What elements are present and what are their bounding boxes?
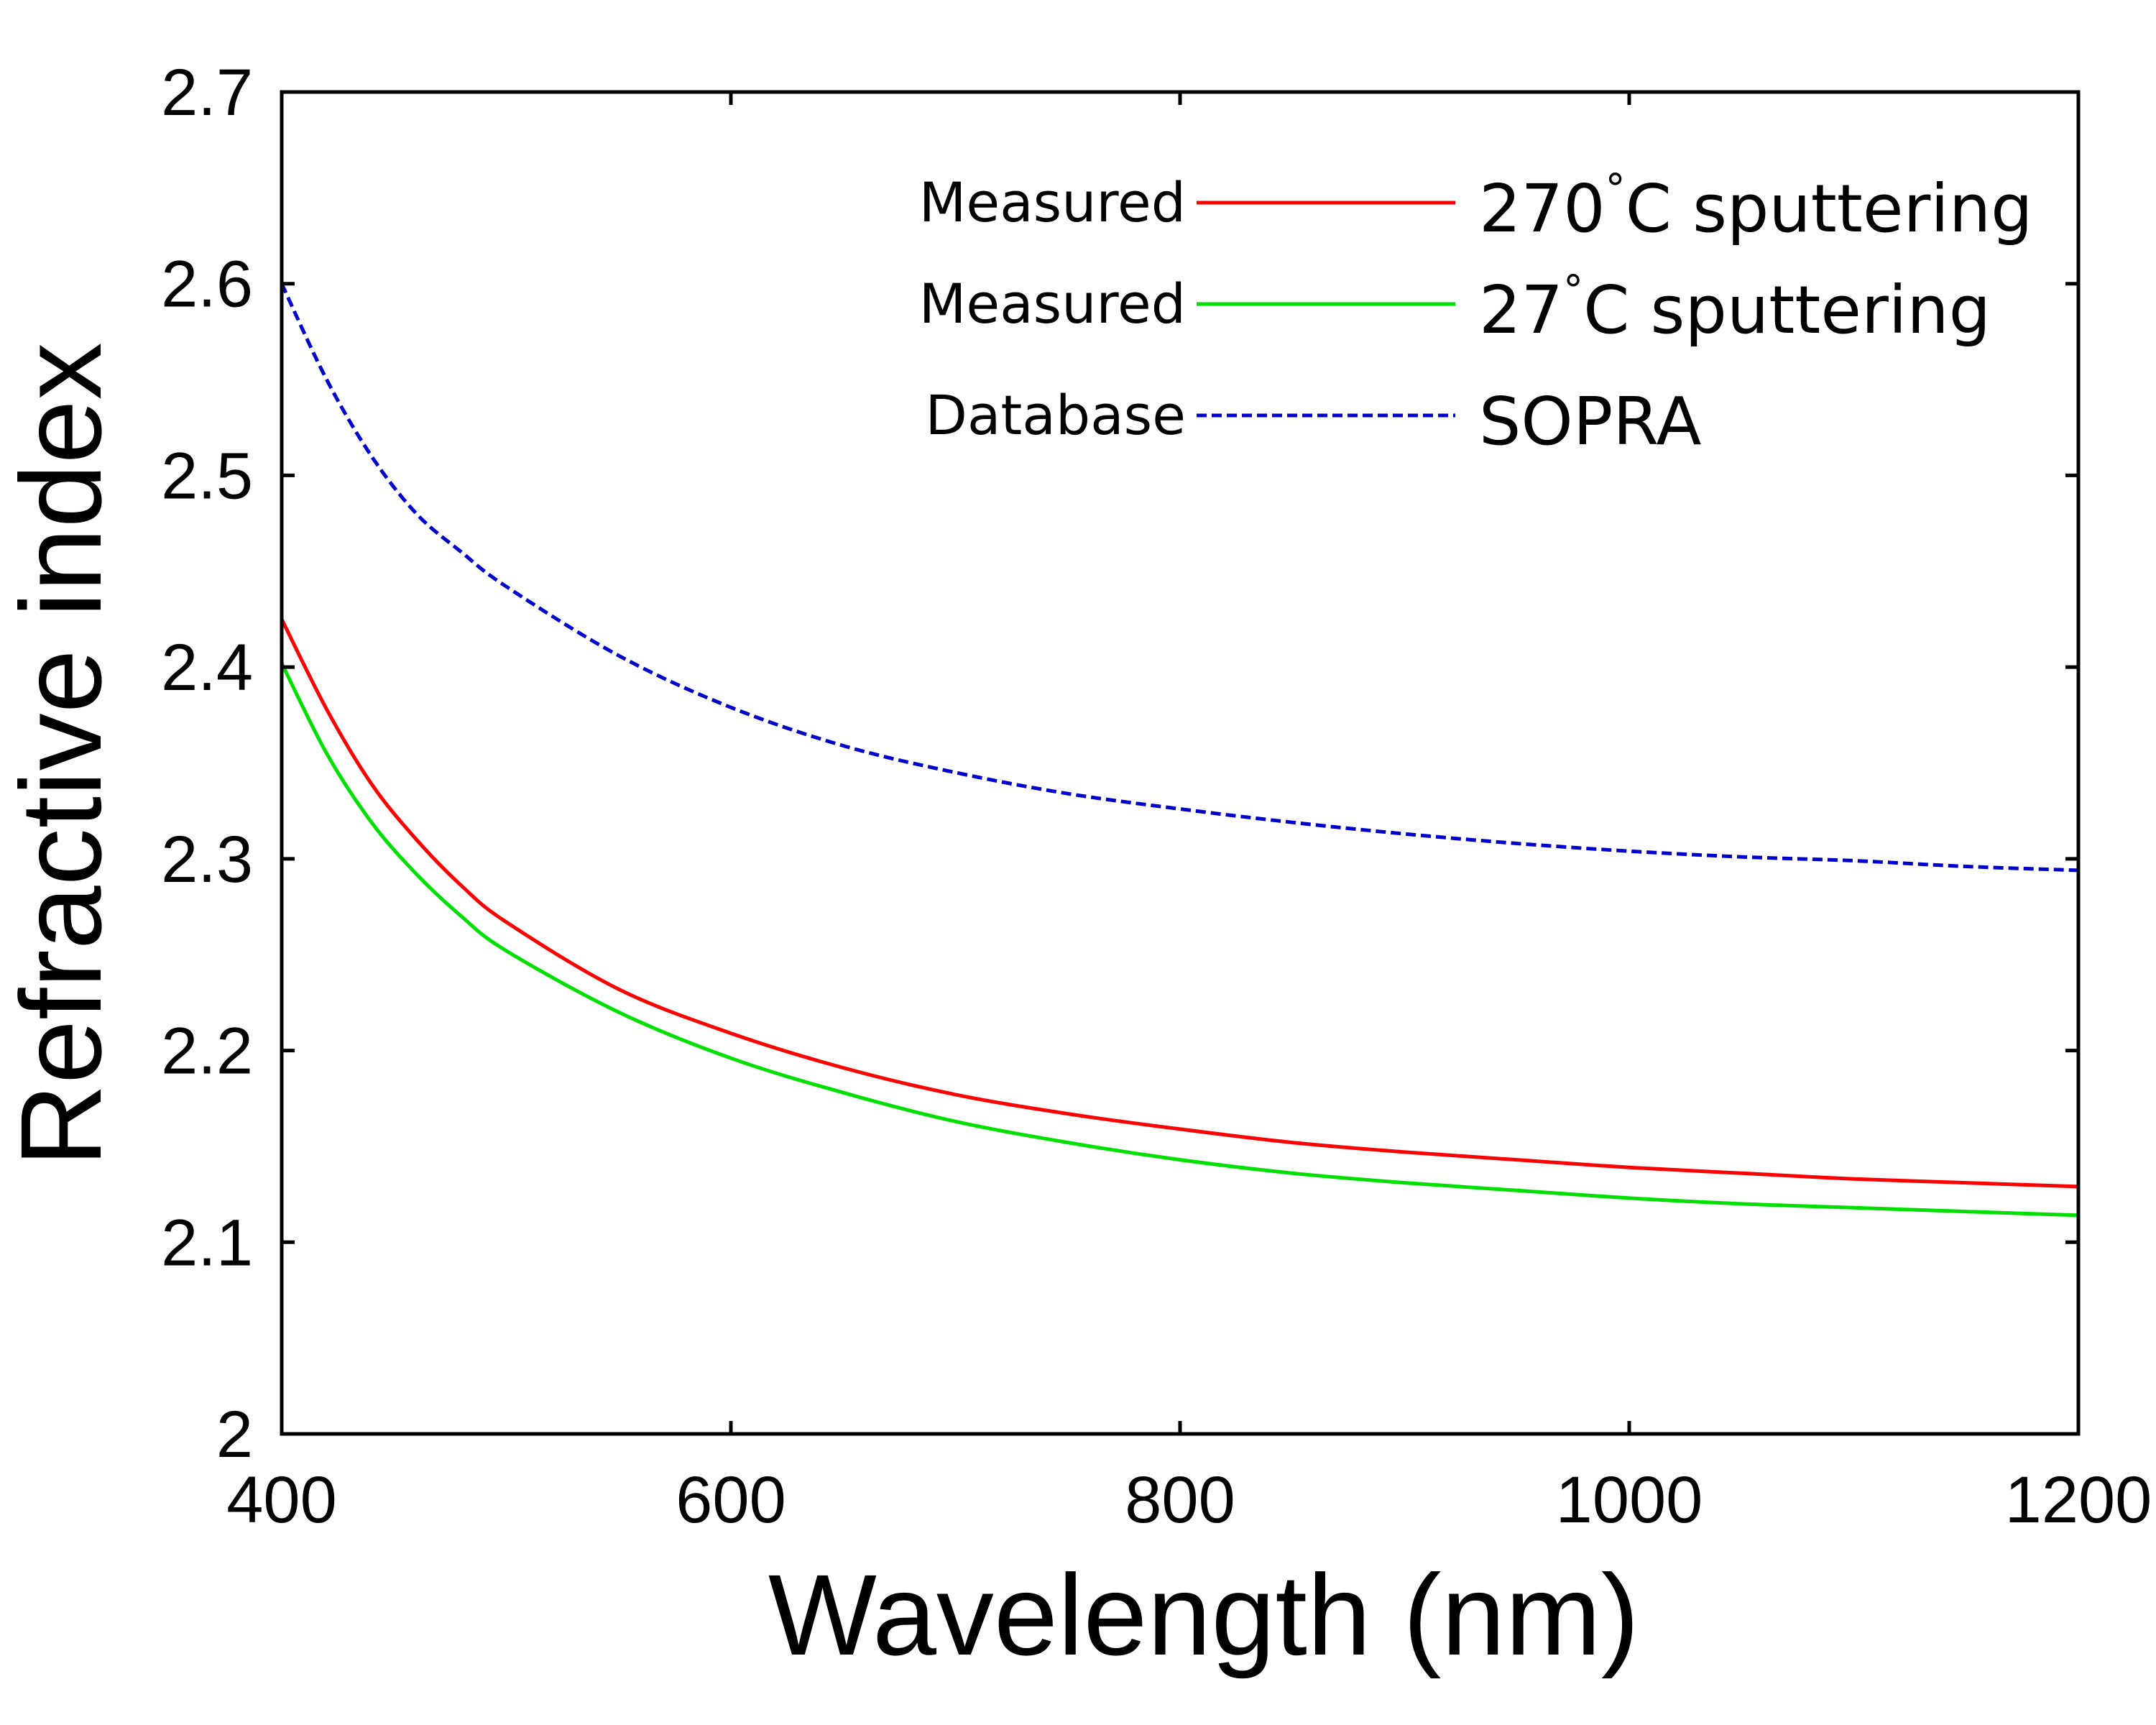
x-tick-label: 800 (1125, 1463, 1235, 1537)
legend-label-prefix: Measured (919, 170, 1186, 234)
legend-label-suffix: SOPRA (1479, 383, 1701, 460)
y-axis-title: Refractive index (0, 342, 125, 1167)
y-tick-label: 2.1 (161, 1206, 253, 1279)
y-tick-label: 2.2 (161, 1015, 253, 1088)
y-tick-label: 2.6 (161, 248, 253, 321)
x-axis-title: Wavelength (nm) (768, 1550, 1639, 1679)
y-tick-label: 2 (216, 1398, 253, 1471)
legend-description: C sputtering (1583, 272, 1991, 349)
x-tick-label: 600 (676, 1463, 786, 1537)
legend-label-prefix: Measured (919, 272, 1186, 336)
legend-label-prefix: Database (925, 383, 1186, 447)
series-line-1 (280, 662, 2079, 1218)
legend-label-suffix: 27°C sputtering (1479, 267, 1991, 349)
legend-temperature: 27 (1479, 272, 1563, 349)
series-line-0 (280, 618, 2079, 1189)
y-tick-label: 2.7 (161, 56, 253, 129)
legend-temperature: 270 (1479, 170, 1606, 247)
series-line-2 (280, 282, 2079, 873)
x-tick-label: 1200 (2005, 1463, 2152, 1537)
tick-labels: 400 600 800 1000 1200 2 2.1 2.2 2.3 2.4 2.5 2.6 2.7 (161, 56, 2152, 1537)
degree-symbol: ° (1563, 267, 1583, 314)
y-tick-label: 2.4 (161, 631, 253, 704)
x-tick-label: 1000 (1556, 1463, 1703, 1537)
legend-label-suffix: 270°C sputtering (1479, 166, 2033, 247)
x-tick-label: 400 (226, 1463, 337, 1537)
y-tick-label: 2.5 (161, 439, 253, 512)
axis-ticks (280, 90, 2081, 1436)
plot-series (280, 282, 2079, 1218)
y-tick-label: 2.3 (161, 823, 253, 896)
legend-description: C sputtering (1626, 170, 2033, 247)
degree-symbol: ° (1606, 166, 1626, 213)
